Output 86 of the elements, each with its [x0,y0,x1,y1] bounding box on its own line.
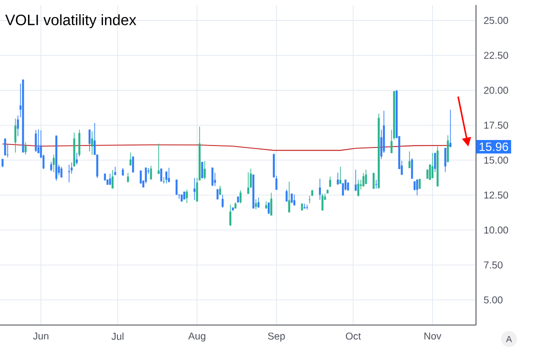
candlestick [144,167,147,184]
candlestick [186,189,188,204]
candlestick [140,170,142,184]
candlestick [60,166,62,178]
candlestick [109,173,112,185]
candlestick [112,170,114,189]
candlestick [52,154,55,173]
candlestick [293,194,296,206]
candlestick [4,138,6,156]
candlestick [304,203,306,209]
candlestick [68,164,70,183]
candlestick [204,160,206,180]
candlestick [321,193,324,211]
candlestick [88,129,91,152]
candlestick [168,167,170,182]
candlestick [132,156,134,173]
y-tick-label: 20.00 [484,86,508,94]
candlestick [130,152,132,166]
candlestick [250,168,252,188]
x-tick-label: Nov [424,332,442,340]
candlestick [329,176,332,188]
candlestick [201,162,204,178]
x-tick-label: Sep [268,332,285,342]
candlestick [408,151,410,168]
candlestick [160,168,162,182]
candlestick [91,131,94,156]
candlestick [434,152,436,172]
candlestick [254,198,257,210]
candlestick [222,194,224,208]
candlestick [194,178,196,200]
candlestick [432,152,434,178]
y-tick-label: 7.50 [484,261,503,268]
y-tick-label: 15.00 [484,156,508,164]
candlestick [339,166,342,184]
candlestick [216,189,219,200]
candlestick [270,192,272,216]
y-tick-label: 5.00 [484,296,503,304]
candlestick [158,143,160,174]
y-tick-label: 17.50 [484,122,508,129]
candlestick [34,130,37,152]
candlestick [288,181,290,213]
candlestick [24,142,27,155]
y-tick-label: 22.50 [484,52,508,59]
candlestick [449,109,452,148]
y-tick-label: 25.00 [484,16,508,24]
x-tick-label: Jun [33,332,48,340]
candlestick [258,197,260,208]
candlestick [342,183,344,196]
candlestick [78,129,80,158]
x-tick-label: Oct [346,332,361,340]
candlestick [411,158,413,179]
candlestick [318,178,321,200]
x-tick-label: Jul [112,332,124,340]
candlestick [50,161,52,172]
candlestick [290,193,293,204]
x-tick-label: Aug [188,332,206,342]
candlestick [240,190,242,204]
candlestick [354,169,357,191]
candlestick [364,169,367,184]
candlestick [357,179,360,197]
candlestick [418,178,421,190]
candlestick [165,171,168,184]
candlestick [126,172,129,184]
annotation: 15.96 [480,142,508,151]
candlestick [229,204,232,226]
candlestick [37,129,40,154]
candlestick [362,172,364,187]
text: VOLI volatility index [5,14,136,28]
candlestick [444,148,446,172]
candlestick [414,181,416,191]
candlestick [446,134,449,162]
y-tick-label: 12.50 [484,192,508,199]
candlestick [272,153,275,178]
text: A [506,336,512,342]
candlestick [211,167,214,187]
candlestick [416,179,418,196]
candlestick [336,172,339,185]
candlestick [372,172,375,190]
candlestick [14,118,16,153]
candlestick [247,172,250,194]
candlestick [268,202,270,214]
candlestick [150,165,152,180]
candlestick [176,179,178,196]
candlestick [286,189,288,202]
y-tick-label: 10.00 [484,226,508,234]
candlestick [76,152,78,165]
